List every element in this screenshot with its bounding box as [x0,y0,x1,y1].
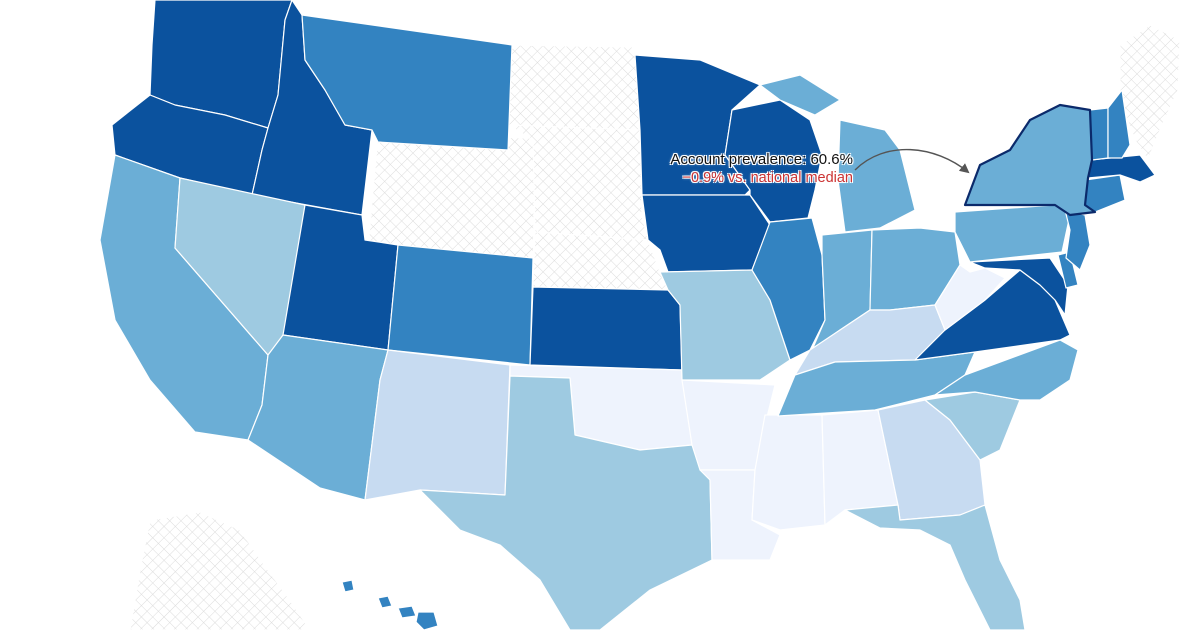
state-nd[interactable] [507,44,641,131]
state-ak[interactable] [129,511,311,630]
state-tooltip: Account prevalence: 60.6% −0.9% vs. nati… [670,150,853,188]
state-nj[interactable] [1064,209,1091,271]
state-ia[interactable] [641,194,771,273]
state-hi[interactable] [341,579,439,630]
tooltip-delta-line: −0.9% vs. national median [682,170,853,186]
state-wv[interactable] [934,264,1006,331]
state-tx[interactable] [419,375,713,630]
state-nh[interactable] [1107,89,1131,159]
callout-arrow [854,148,970,174]
state-mi[interactable] [759,74,916,233]
state-az[interactable] [247,334,389,501]
state-ny[interactable] [963,103,1097,217]
state-ct[interactable] [1084,174,1126,213]
state-pa[interactable] [954,204,1071,263]
state-nm[interactable] [364,349,511,501]
state-ne[interactable] [532,231,669,291]
state-ms[interactable] [751,414,826,531]
state-ks[interactable] [529,286,683,371]
state-mt[interactable] [301,14,513,151]
state-nc[interactable] [934,339,1079,401]
state-md[interactable] [969,257,1069,316]
tooltip-metric-line: Account prevalence: 60.6% [670,151,853,168]
state-co[interactable] [387,244,534,366]
state-fl[interactable] [844,504,1026,630]
state-de[interactable] [1057,251,1079,289]
